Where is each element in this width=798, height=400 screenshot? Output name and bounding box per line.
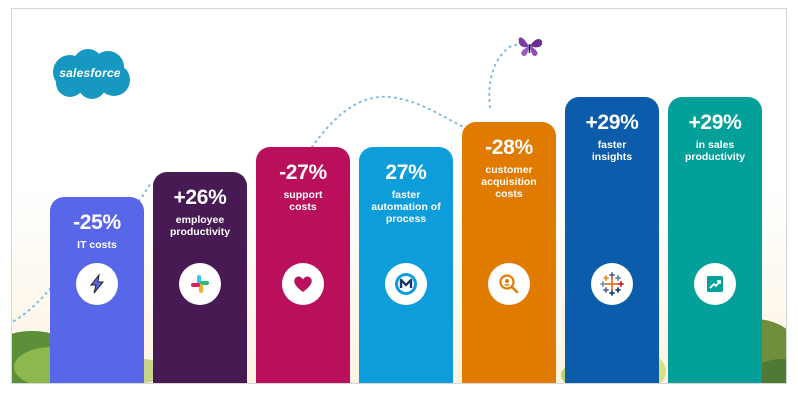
salesforce-logo: salesforce xyxy=(48,47,132,101)
cloud-icon xyxy=(53,49,130,99)
chart-bar: -25% IT costs xyxy=(50,197,144,383)
chart-bar: -27% support costs xyxy=(256,147,350,383)
bar-value-label: +29% xyxy=(585,111,639,134)
bar-category-label: IT costs xyxy=(77,239,117,251)
slack-icon xyxy=(179,263,221,305)
bar-category-label: customer acquisition costs xyxy=(481,164,537,200)
bar-value-label: -25% xyxy=(73,211,121,234)
bar-value-label: +29% xyxy=(688,111,742,134)
mulesoft-icon xyxy=(385,263,427,305)
bar-value-label: -28% xyxy=(485,136,533,159)
butterfly-icon xyxy=(518,37,543,56)
chart-bar: +26% employee productivity xyxy=(153,172,247,383)
chart-bar: +29% in sales productivity xyxy=(668,97,762,383)
bar-category-label: in sales productivity xyxy=(684,139,746,163)
chart-bar: +29% faster insights xyxy=(565,97,659,383)
search-person-icon xyxy=(488,263,530,305)
chart-growth-icon xyxy=(694,263,736,305)
bar-category-label: support costs xyxy=(283,189,323,213)
lightning-icon xyxy=(76,263,118,305)
bar-category-label: employee productivity xyxy=(169,214,231,238)
chart-bar: -28% customer acquisition costs xyxy=(462,122,556,383)
infographic-frame: salesforce -25% IT costs +26% employee prod… xyxy=(11,8,787,384)
bar-category-label: faster automation of process xyxy=(371,189,441,225)
dotted-trail xyxy=(13,44,517,322)
bar-group: -25% IT costs +26% employee productivity -2… xyxy=(12,9,786,383)
tableau-icon xyxy=(591,263,633,305)
bar-value-label: -27% xyxy=(279,161,327,184)
logo-text: salesforce xyxy=(59,66,121,80)
chart-bar: 27% faster automation of process xyxy=(359,147,453,383)
bar-value-label: 27% xyxy=(385,161,427,184)
bar-category-label: faster insights xyxy=(591,139,633,163)
bar-value-label: +26% xyxy=(173,186,227,209)
heart-icon xyxy=(282,263,324,305)
